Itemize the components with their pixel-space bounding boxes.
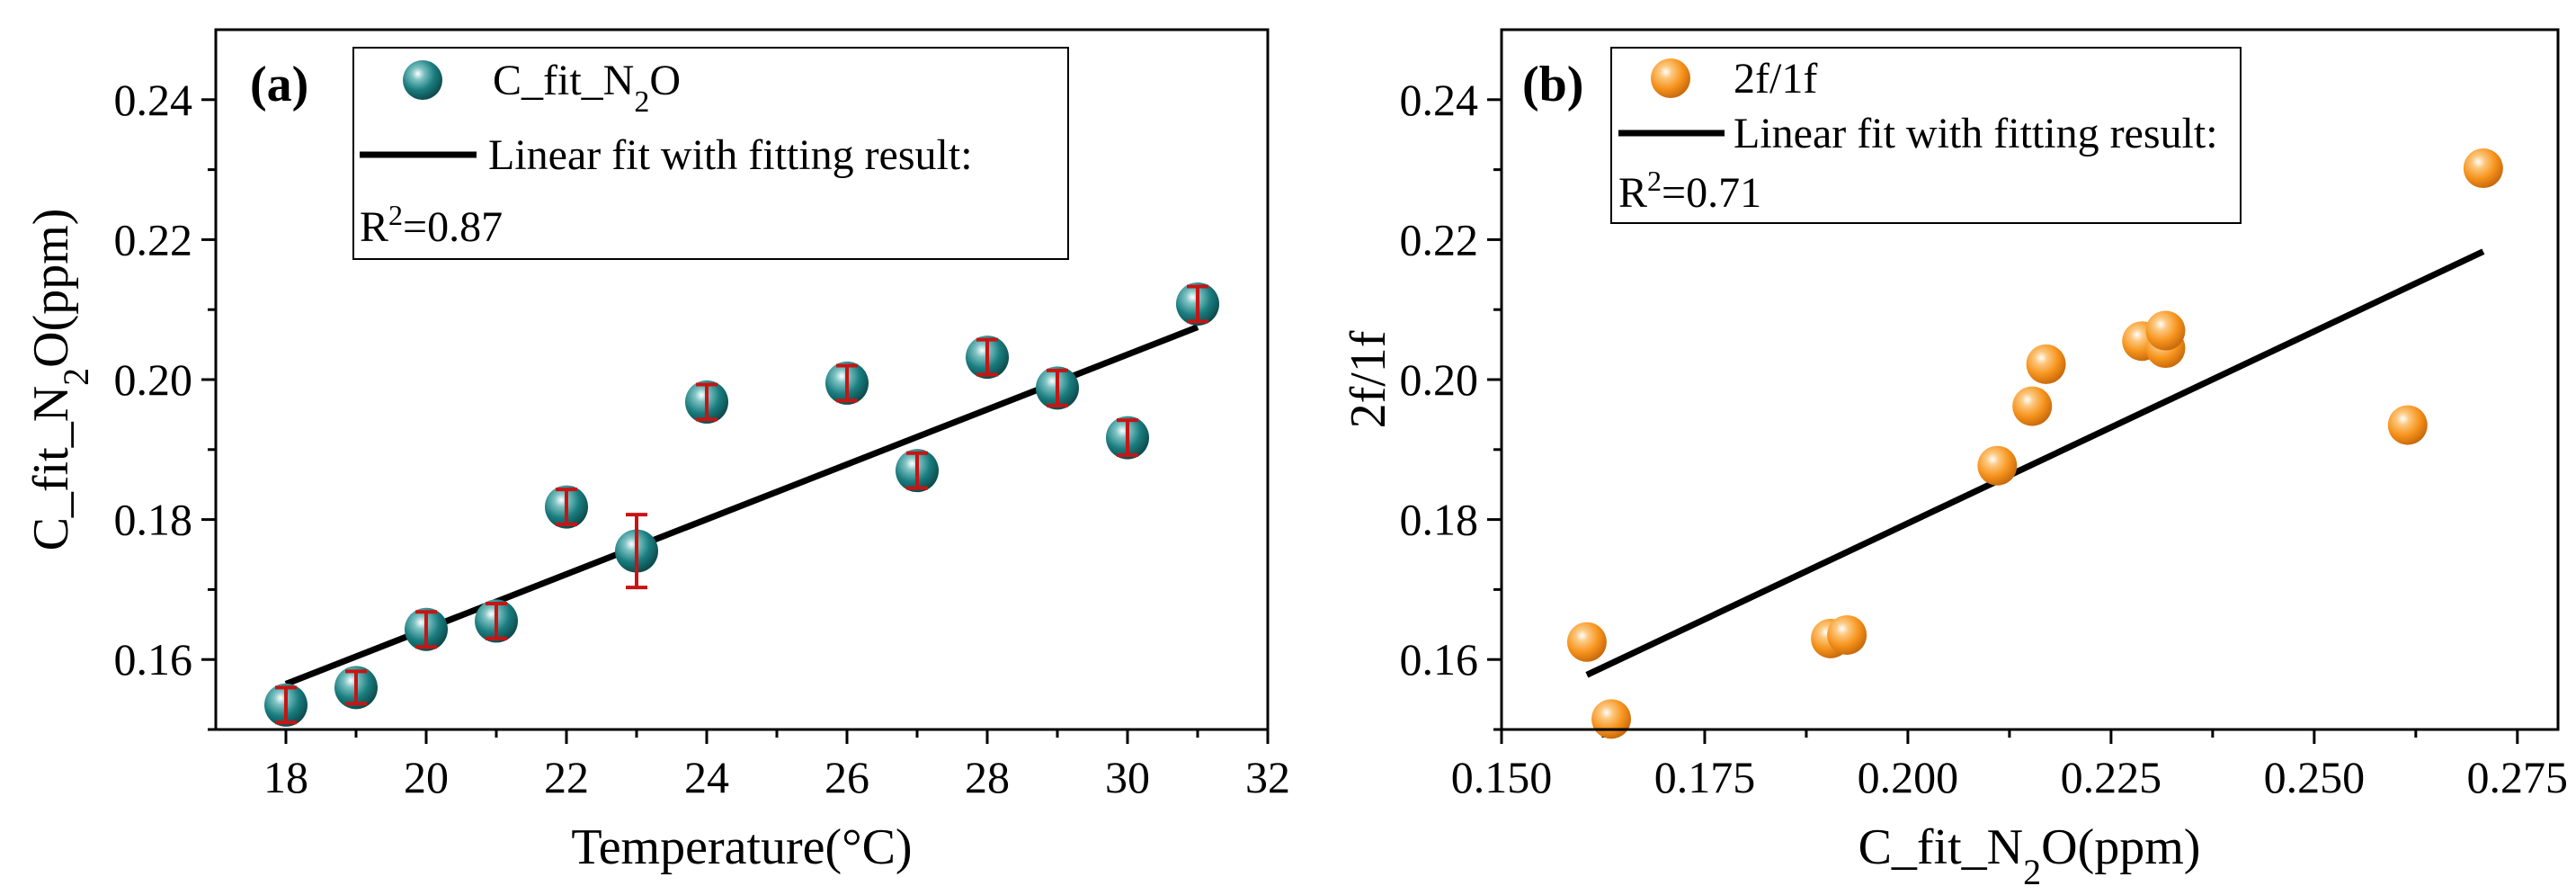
- chart-b-fit-line: [1585, 248, 2485, 678]
- chart-a-errorbar: [275, 685, 297, 725]
- chart-b-xtick-label: 0.225: [2061, 752, 2162, 802]
- chart-a-points: [264, 282, 1219, 727]
- chart-b-ticks: 0.150 0.175 0.200 0.225 0.250 0.275 0.16 0.18 0.…: [1400, 75, 2569, 802]
- chart-b-legend-fit-label: Linear fit with fitting result:: [1734, 110, 2218, 157]
- chart-b-xtick-label: 0.200: [1858, 752, 1959, 802]
- chart-a-ticks: 18 20 22 24 26 28 30 32 0.16 0.18 0.20 0.22 0.24: [114, 75, 1291, 802]
- chart-b-legend-marker: [1651, 58, 1690, 98]
- chart-a-errorbar: [556, 488, 577, 527]
- chart-b-point: [2463, 148, 2503, 189]
- chart-b-panel-label: (b): [1522, 57, 1583, 112]
- chart-b-ytick-label: 0.20: [1400, 354, 1479, 405]
- chart-b-fit: [1585, 248, 2485, 678]
- chart-a-legend-fit-label: Linear fit with fitting result:: [488, 131, 973, 179]
- chart-a-ytick-label: 0.16: [114, 634, 193, 685]
- chart-b-legend-series-label: 2f/1f: [1734, 55, 1817, 103]
- chart-a-panel-label: (a): [250, 57, 308, 112]
- chart-a-errorbar: [345, 669, 367, 706]
- chart-b-legend: 2f/1f Linear fit with fitting result: R2…: [1610, 47, 2242, 224]
- chart-a-xtick-label: 20: [404, 752, 449, 802]
- chart-a-ytick-label: 0.22: [114, 214, 193, 264]
- chart-a-xtick-label: 24: [684, 752, 729, 802]
- chart-b-legend-r2: R2=0.71: [1618, 165, 1761, 217]
- chart-b-point: [2145, 310, 2186, 351]
- chart-a-errorbar: [906, 451, 928, 490]
- chart-a-errorbar: [626, 513, 647, 590]
- chart-a-xtick-label: 30: [1105, 752, 1150, 802]
- chart-a-ylabel: C_fit_N2O(ppm): [23, 209, 96, 551]
- chart-a-xtick-label: 28: [965, 752, 1010, 802]
- chart-a-errorbar: [415, 610, 437, 649]
- chart-a-frame: [214, 28, 1270, 731]
- chart-b-ytick-label: 0.24: [1400, 75, 1479, 125]
- chart-b-ytick-label: 0.18: [1400, 495, 1479, 545]
- chart-a: 18 20 22 24 26 28 30 32 0.16 0.18 0.20 0.22 0.24 (a)…: [23, 28, 1291, 875]
- chart-b-ylabel: 2f/1f: [1341, 330, 1396, 428]
- chart-a-xtick-label: 26: [824, 752, 869, 802]
- chart-a-xtick-label: 32: [1245, 752, 1290, 802]
- chart-b-points: [1566, 148, 2503, 739]
- chart-a-errorbar: [976, 337, 998, 377]
- chart-a-ytick-label: 0.24: [114, 75, 193, 125]
- chart-a-xtick-label: 22: [544, 752, 589, 802]
- chart-b-ytick-label: 0.16: [1400, 634, 1479, 685]
- chart-b-xtick-label: 0.250: [2264, 752, 2366, 802]
- chart-a-errorbar: [696, 382, 718, 422]
- chart-b-point: [2387, 405, 2428, 445]
- chart-b-point: [2012, 386, 2053, 426]
- chart-a-errorbar: [486, 601, 507, 640]
- chart-a-legend-r2: R2=0.87: [360, 199, 503, 251]
- chart-b-ytick-label: 0.22: [1400, 214, 1479, 264]
- chart-b-frame: [1500, 28, 2560, 731]
- chart-b-point: [1827, 614, 1867, 655]
- chart-b: 0.150 0.175 0.200 0.225 0.250 0.275 0.16 0.18 0.…: [1341, 28, 2569, 892]
- chart-a-legend: C_fit_N2O Linear fit with fitting result…: [352, 47, 1069, 260]
- chart-b-xtick-label: 0.175: [1654, 752, 1756, 802]
- chart-a-ytick-label: 0.18: [114, 495, 193, 545]
- chart-b-point: [1977, 445, 2018, 486]
- chart-b-xlabel: C_fit_N2O(ppm): [1858, 819, 2201, 892]
- chart-b-xtick-label: 0.150: [1451, 752, 1553, 802]
- chart-a-errorbar: [1187, 284, 1208, 324]
- chart-a-legend-marker: [403, 60, 442, 100]
- chart-a-errorbar: [836, 363, 858, 403]
- chart-a-errorbar: [1047, 368, 1068, 407]
- chart-b-point: [1566, 622, 1607, 662]
- chart-a-legend-series-label: C_fit_N2O: [493, 57, 681, 119]
- chart-b-xtick-label: 0.275: [2467, 752, 2569, 802]
- chart-a-xlabel: Temperature(°C): [571, 819, 912, 875]
- chart-a-xtick-label: 18: [263, 752, 308, 802]
- chart-a-ytick-label: 0.20: [114, 354, 193, 405]
- chart-a-errorbar: [1117, 418, 1138, 458]
- chart-b-point: [2026, 344, 2066, 384]
- chart-b-point: [1591, 699, 1632, 739]
